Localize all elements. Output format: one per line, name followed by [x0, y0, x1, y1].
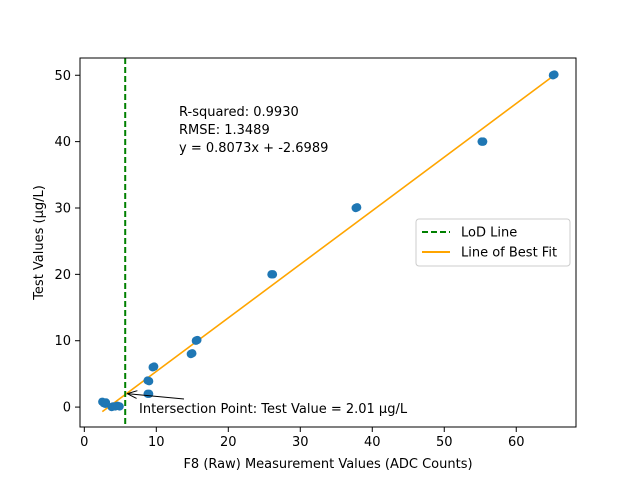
legend-box	[415, 218, 571, 267]
stat-equation: y = 0.8073x + -2.6989	[179, 141, 328, 156]
y-tick-label: 20	[54, 268, 71, 283]
data-point	[144, 377, 154, 386]
data-point	[188, 349, 197, 358]
data-point	[478, 137, 488, 146]
data-point	[193, 335, 202, 345]
x-tick-label: 60	[508, 435, 525, 450]
y-axis-label: Test Values (µg/L)	[32, 185, 47, 301]
data-point	[352, 203, 362, 212]
y-tick-label: 0	[63, 401, 71, 416]
data-point	[149, 362, 159, 371]
intersection-arrow	[128, 394, 185, 400]
intersection-annotation: Intersection Point: Test Value = 2.01 µg…	[139, 402, 408, 417]
y-tick-label: 10	[54, 334, 71, 349]
x-tick-label: 30	[292, 435, 309, 450]
axes-frame	[79, 57, 577, 428]
x-tick-label: 20	[220, 435, 237, 450]
x-axis-label: F8 (Raw) Measurement Values (ADC Counts)	[183, 457, 472, 472]
x-tick-label: 0	[80, 435, 88, 450]
data-point	[144, 389, 154, 399]
stat-r-squared: R-squared: 0.9930	[179, 105, 299, 120]
data-point	[268, 270, 278, 279]
data-point	[115, 402, 124, 411]
series-layer	[98, 58, 559, 427]
legend: LoD Line Line of Best Fit	[415, 218, 571, 267]
legend-label-lod: LoD Line	[461, 226, 517, 241]
y-tick-label: 40	[54, 135, 71, 150]
best-fit-line	[101, 74, 555, 413]
stat-rmse: RMSE: 1.3489	[179, 123, 270, 138]
data-point	[101, 398, 111, 407]
y-tick-label: 30	[54, 201, 71, 216]
y-tick-label: 50	[54, 69, 71, 84]
axes: 0 10 20 30 40 50 60 0 10 20 30 40 50	[54, 57, 577, 450]
x-tick-label: 10	[148, 435, 165, 450]
data-point	[550, 70, 559, 79]
x-tick-label: 40	[364, 435, 381, 450]
stats-annotation: R-squared: 0.9930 RMSE: 1.3489 y = 0.807…	[179, 105, 328, 156]
x-tick-label: 50	[436, 435, 453, 450]
legend-label-fit: Line of Best Fit	[461, 246, 557, 261]
